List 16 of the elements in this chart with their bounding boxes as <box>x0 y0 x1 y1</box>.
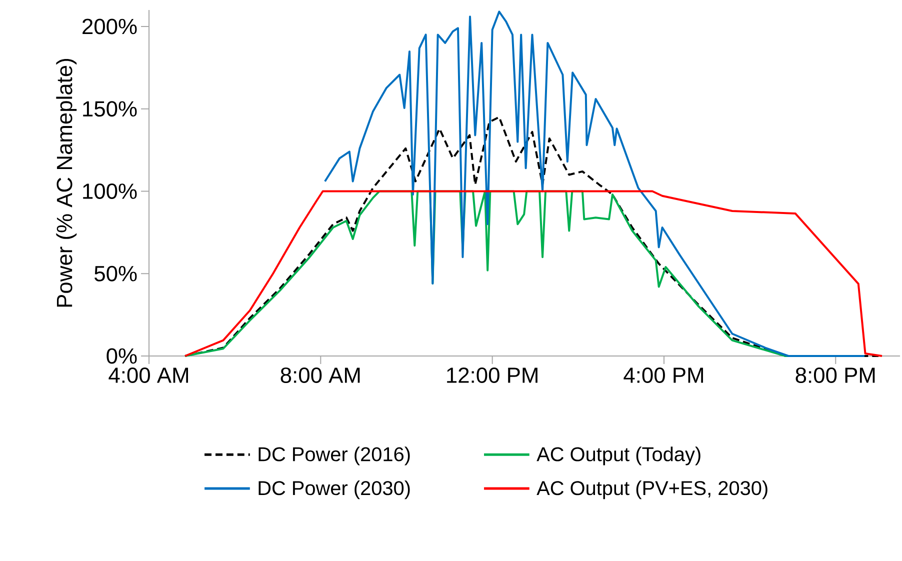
legend-label: AC Output (Today) <box>536 446 700 466</box>
y-tick-label: 150% <box>83 101 137 117</box>
legend-label: DC Power (2030) <box>258 480 410 500</box>
x-tick-label: 4:00 AM <box>108 367 188 384</box>
y-axis-title: Power (% AC Nameplate) <box>56 58 77 307</box>
x-tick-label: 8:00 PM <box>796 367 875 384</box>
x-tick-label: 8:00 AM <box>280 367 360 384</box>
legend-label: AC Output (PV+ES, 2030) <box>536 480 768 500</box>
legend-label: DC Power (2016) <box>258 446 410 466</box>
line-series <box>324 10 866 357</box>
x-tick-label: 12:00 PM <box>447 367 538 384</box>
y-tick-label: 200% <box>82 18 137 34</box>
y-tick-label: 50% <box>94 266 137 282</box>
x-tick-label: 4:00 PM <box>624 367 703 384</box>
y-tick-label: 0% <box>106 348 137 364</box>
y-tick-label: 100% <box>83 183 137 199</box>
